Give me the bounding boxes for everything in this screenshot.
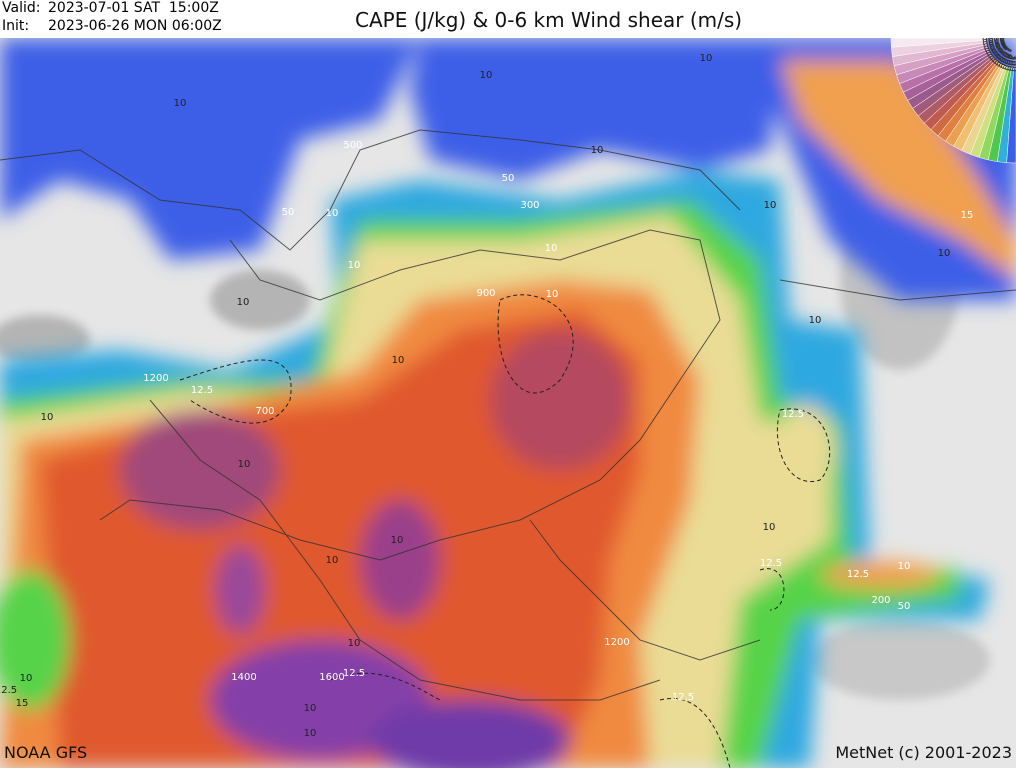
legend-label: 3500 xyxy=(981,38,1006,49)
contour-label: 10 xyxy=(392,355,405,366)
contour-label: 10 xyxy=(764,200,777,211)
contour-label: 12.5 xyxy=(672,692,694,703)
contour-label: 200 xyxy=(871,595,890,606)
contour-label: 10 xyxy=(938,248,951,259)
init-time: 2023-06-26 MON 06:00Z xyxy=(48,18,222,34)
contour-label: 12.5 xyxy=(782,409,804,420)
legend-label: 200 xyxy=(1004,53,1016,72)
contour-label: 1400 xyxy=(231,672,256,683)
contour-label: 10 xyxy=(174,98,187,109)
map: 10 10 10 500 50 10 300 10 50 10 10 900 10 10 10 10 10 120… xyxy=(0,38,1016,768)
contour-label: 10 xyxy=(326,555,339,566)
contour-label: 10 xyxy=(591,145,604,156)
contour-label: 500 xyxy=(343,140,362,151)
contour-label: 15 xyxy=(16,698,29,709)
contour-label: 1600 xyxy=(319,672,344,683)
legend-label: 300 xyxy=(1002,53,1016,72)
legend-swatch xyxy=(1006,67,1016,164)
init-label: Init: xyxy=(2,18,30,34)
borders xyxy=(0,129,1016,701)
contour-label: 10 xyxy=(391,535,404,546)
contour-label: 10 xyxy=(898,561,911,572)
contour-label: 300 xyxy=(520,200,539,211)
contour-label: 10 xyxy=(348,638,361,649)
contour-label: 50 xyxy=(898,601,911,612)
contour-label: 10 xyxy=(326,208,339,219)
map-title: CAPE (J/kg) & 0-6 km Wind shear (m/s) xyxy=(355,8,743,32)
contour-label: 12.5 xyxy=(760,558,782,569)
contour-label: 15 xyxy=(961,210,974,221)
contour-label: 12.5 xyxy=(0,685,17,696)
contour-label: 10 xyxy=(41,412,54,423)
contour-label: 10 xyxy=(304,728,317,739)
shear-contours xyxy=(179,294,831,768)
contour-label: 1200 xyxy=(143,373,168,384)
contour-label: 10 xyxy=(545,243,558,254)
contour-label: 10 xyxy=(348,260,361,271)
legend-label: 3750 xyxy=(981,38,1005,46)
legend-label: 100 xyxy=(1007,54,1016,72)
header: Valid: 2023-07-01 SAT 15:00Z Init: 2023-… xyxy=(0,0,1016,38)
source: NOAA GFS xyxy=(4,743,88,762)
contour-label: 12.5 xyxy=(847,569,869,580)
contour-label: 10 xyxy=(237,297,250,308)
contour-label: 50 xyxy=(502,173,515,184)
valid-time: 2023-07-01 SAT 15:00Z xyxy=(48,0,219,16)
contour-label: 10 xyxy=(480,70,493,81)
contour-label: 700 xyxy=(255,406,274,417)
contour-label: 10 xyxy=(304,703,317,714)
legend: 4000375035003250300027502500225020001750… xyxy=(890,38,1016,164)
contour-label: 12.5 xyxy=(191,385,213,396)
legend-label: 50 xyxy=(1009,60,1016,72)
contour-label: 10 xyxy=(20,673,33,684)
contour-label: 12.5 xyxy=(343,668,365,679)
contour-label: 50 xyxy=(282,207,295,218)
contour-label: 900 xyxy=(476,288,495,299)
valid-label: Valid: xyxy=(2,0,41,16)
contour-label: 10 xyxy=(809,315,822,326)
contour-label: 10 xyxy=(546,289,559,300)
credit: MetNet (c) 2001-2023 xyxy=(835,743,1012,762)
contour-label: 10 xyxy=(238,459,251,470)
shading xyxy=(0,38,1016,768)
contour-label: 10 xyxy=(763,522,776,533)
contour-label: 1200 xyxy=(604,637,629,648)
contour-label: 10 xyxy=(700,53,713,64)
legend-label: 4000 xyxy=(982,38,1006,44)
contour-labels: 10 10 10 500 50 10 300 10 50 10 10 900 10 10 10 10 10 120… xyxy=(0,53,973,739)
